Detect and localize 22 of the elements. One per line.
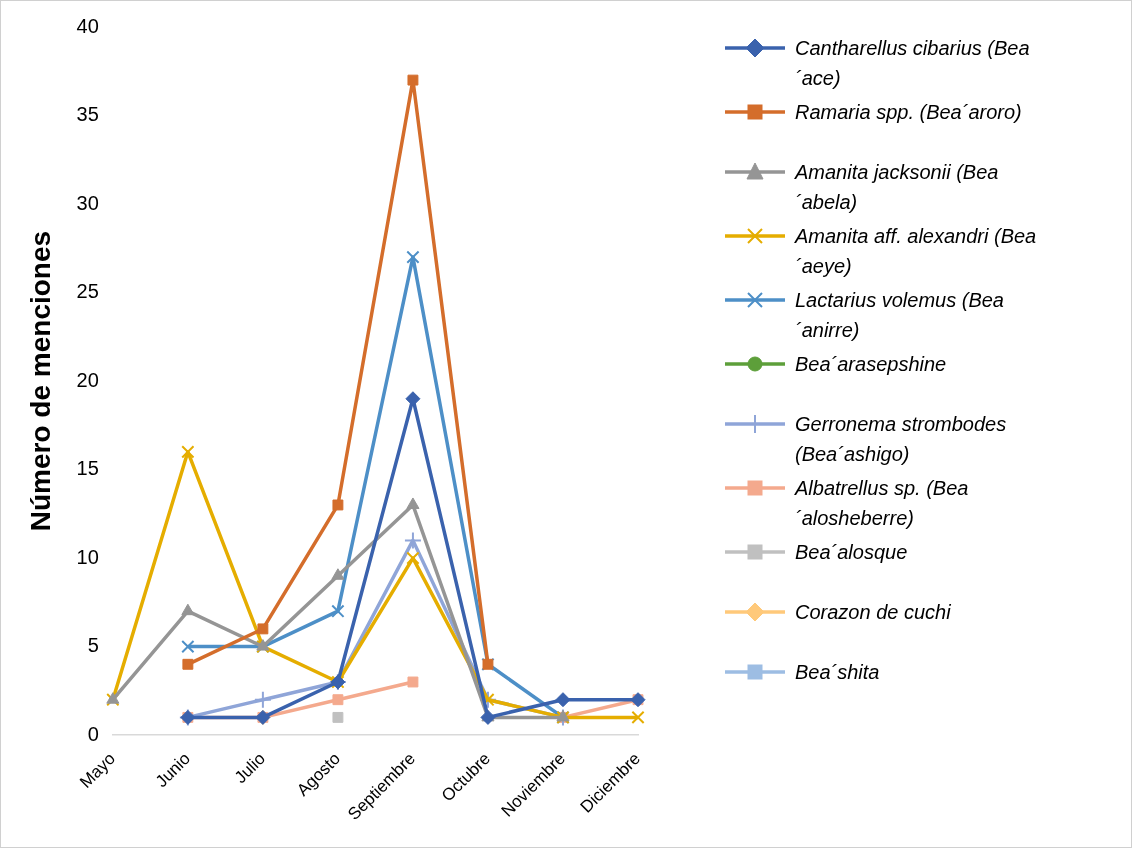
y-tick-label: 40 [76, 14, 99, 37]
legend-label: Albatrellus sp. (Bea´alosheberre) [795, 476, 970, 531]
y-axis-title: Número de menciones [24, 230, 56, 532]
y-tick-label: 10 [76, 545, 99, 568]
legend-label: Cantharellus cibarius (Bea´ace) [795, 36, 1031, 91]
legend-label: Corazon de cuchi [795, 600, 951, 625]
legend-label: Amanita jacksonii (Bea´abela) [795, 160, 1000, 215]
legend-label: Lactarius volemus (Bea´anirre) [795, 288, 1005, 343]
y-tick-label: 5 [87, 634, 99, 657]
legend-label: Gerronema strombodes (Bea´ashigo) [795, 412, 1008, 467]
y-tick-label: 20 [76, 368, 99, 391]
y-tick-label: 35 [76, 103, 99, 126]
legend-label: Bea´alosque [795, 540, 908, 565]
y-tick-label: 30 [76, 191, 99, 214]
y-tick-label: 25 [76, 280, 99, 303]
y-tick-label: 15 [76, 457, 99, 480]
legend-label: Bea´shita [795, 660, 880, 685]
y-tick-label: 0 [87, 722, 99, 745]
legend-label: Bea´arasepshine [795, 352, 947, 377]
legend-label: Ramaria spp. (Bea´aroro) [795, 100, 1022, 125]
x-tick-label: Julio [230, 749, 270, 788]
legend-label: Amanita aff. alexandri (Bea´aeye) [795, 224, 1038, 279]
